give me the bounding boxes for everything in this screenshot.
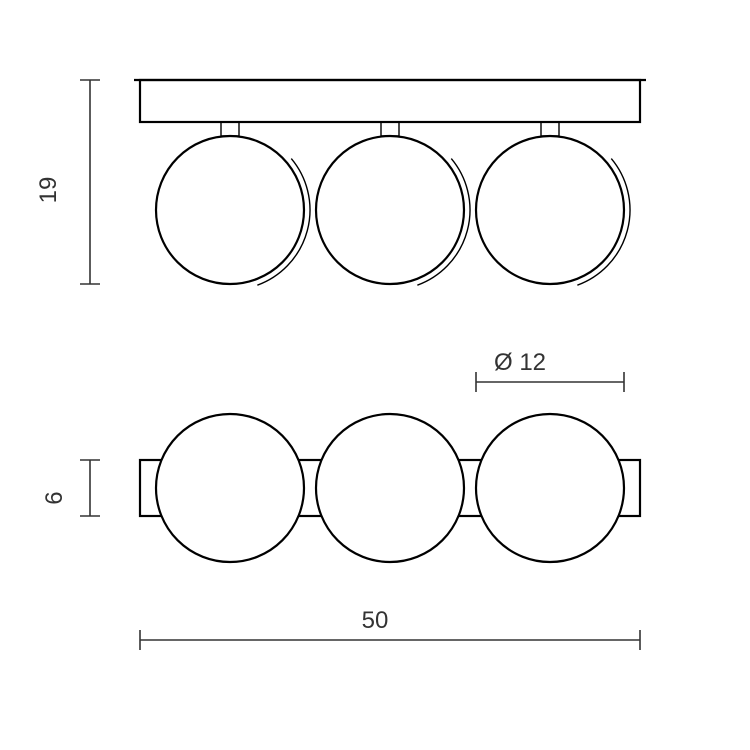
side-stem-3 bbox=[541, 122, 559, 136]
side-globe-1 bbox=[156, 136, 304, 284]
dim-length-50-label: 50 bbox=[362, 607, 389, 634]
technical-drawing: 19 6 Ø 12 50 bbox=[0, 0, 750, 750]
top-globe-3 bbox=[476, 414, 624, 562]
side-stem-1 bbox=[221, 122, 239, 136]
side-globe-2 bbox=[316, 136, 464, 284]
dim-height-19-label: 19 bbox=[35, 177, 62, 204]
top-globe-1 bbox=[156, 414, 304, 562]
dim-depth-6-label: 6 bbox=[41, 491, 68, 504]
top-globe-2 bbox=[316, 414, 464, 562]
side-globe-3 bbox=[476, 136, 624, 284]
side-stem-2 bbox=[381, 122, 399, 136]
side-mount-bar bbox=[140, 80, 640, 122]
dim-diameter-12-label: Ø 12 bbox=[494, 349, 546, 376]
